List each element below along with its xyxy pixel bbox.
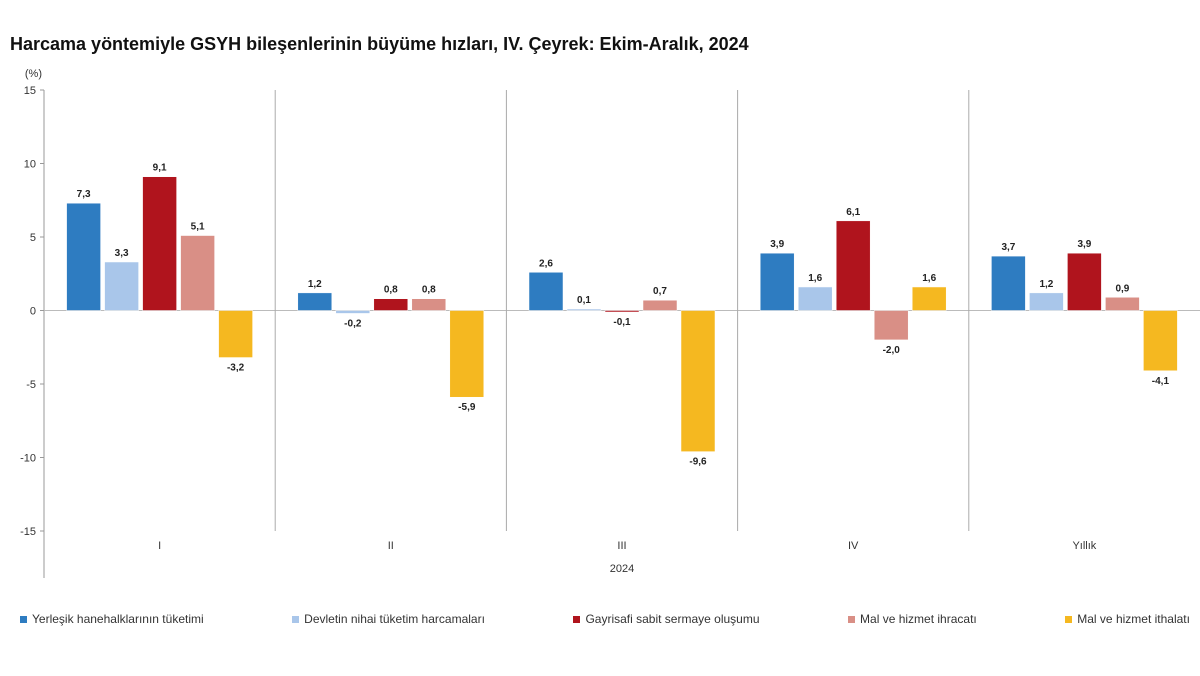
- data-label: 6,1: [846, 207, 860, 218]
- legend-swatch: [848, 615, 856, 623]
- legend-swatch: [1065, 615, 1073, 623]
- legend-item: Gayrisafi sabit sermaye oluşumu: [573, 612, 760, 626]
- x-tick-label: I: [158, 540, 161, 552]
- data-label: 1,2: [308, 279, 322, 290]
- bar: [66, 202, 101, 311]
- data-label: 2,6: [539, 258, 553, 269]
- legend-swatch: [20, 615, 27, 623]
- bar: [1029, 292, 1064, 311]
- data-label: 0,8: [422, 285, 436, 296]
- chart-legend: Yerleşik hanehalklarının tüketimi Devleti…: [20, 612, 1190, 626]
- data-label: 0,7: [653, 286, 667, 297]
- y-tick-label: -5: [26, 379, 36, 391]
- bar: [1143, 310, 1178, 372]
- bar: [373, 298, 409, 311]
- legend-item: Mal ve hizmet ihracatı: [848, 612, 977, 626]
- x-tick-label: Yıllık: [1072, 540, 1096, 552]
- legend-label: Devletin nihai tüketim harcamaları: [304, 612, 485, 626]
- bar: [411, 298, 447, 311]
- bar: [642, 299, 678, 311]
- bar: [873, 310, 909, 341]
- data-label: 9,1: [153, 163, 167, 174]
- bar: [604, 310, 640, 313]
- data-label: 7,3: [77, 189, 91, 200]
- data-label: -2,0: [883, 345, 901, 356]
- data-label: -4,1: [1152, 376, 1170, 387]
- legend-item: Mal ve hizmet ithalatı: [1065, 612, 1190, 626]
- data-label: 5,1: [191, 222, 205, 233]
- y-tick-label: -10: [20, 453, 36, 465]
- y-axis-unit: (%): [25, 68, 42, 80]
- legend-label: Mal ve hizmet ihracatı: [860, 612, 977, 626]
- x-tick-label: IV: [848, 540, 859, 552]
- bar: [104, 261, 139, 311]
- data-label: -9,6: [689, 457, 707, 468]
- data-label: -3,2: [227, 363, 245, 374]
- bar: [759, 252, 795, 311]
- bar: [797, 286, 833, 311]
- data-label: 3,7: [1001, 242, 1015, 253]
- legend-swatch: [573, 615, 581, 623]
- data-label: 1,2: [1039, 279, 1053, 290]
- bar: [566, 308, 602, 311]
- bar: [180, 235, 215, 311]
- bar: [449, 310, 485, 398]
- legend-item: Yerleşik hanehalklarının tüketimi: [20, 612, 204, 626]
- x-axis-title: 2024: [610, 563, 634, 575]
- y-tick-label: 5: [30, 232, 36, 244]
- data-label: 0,8: [384, 285, 398, 296]
- legend-item: Devletin nihai tüketim harcamaları: [292, 612, 485, 626]
- y-tick-label: 0: [30, 306, 36, 318]
- data-label: -5,9: [458, 402, 476, 413]
- x-tick-label: III: [617, 540, 626, 552]
- bar: [1067, 252, 1102, 311]
- data-label: 3,9: [770, 239, 784, 250]
- bar: [528, 272, 564, 311]
- data-label: 0,9: [1115, 283, 1129, 294]
- bar: [835, 220, 871, 311]
- data-label: -0,2: [344, 318, 362, 329]
- bar: [335, 310, 371, 314]
- y-tick-label: -15: [20, 526, 36, 538]
- data-label: 3,3: [115, 248, 129, 259]
- y-tick-label: 15: [24, 85, 36, 97]
- legend-swatch: [292, 615, 300, 623]
- legend-label: Mal ve hizmet ithalatı: [1077, 612, 1190, 626]
- data-label: -0,1: [613, 317, 631, 328]
- legend-label: Gayrisafi sabit sermaye oluşumu: [585, 612, 760, 626]
- bar: [218, 310, 253, 358]
- bar: [991, 255, 1026, 311]
- legend-label: Yerleşik hanehalklarının tüketimi: [32, 612, 204, 626]
- data-label: 1,6: [808, 273, 822, 284]
- data-label: 0,1: [577, 295, 591, 306]
- bar: [142, 176, 177, 311]
- bar: [911, 286, 947, 311]
- x-tick-label: II: [388, 540, 394, 552]
- data-label: 3,9: [1077, 239, 1091, 250]
- bar: [1105, 297, 1140, 311]
- bar: [297, 292, 333, 311]
- y-tick-label: 10: [24, 159, 36, 171]
- chart-title: Harcama yöntemiyle GSYH bileşenlerinin b…: [10, 34, 749, 54]
- bar: [680, 310, 716, 452]
- data-label: 1,6: [922, 273, 936, 284]
